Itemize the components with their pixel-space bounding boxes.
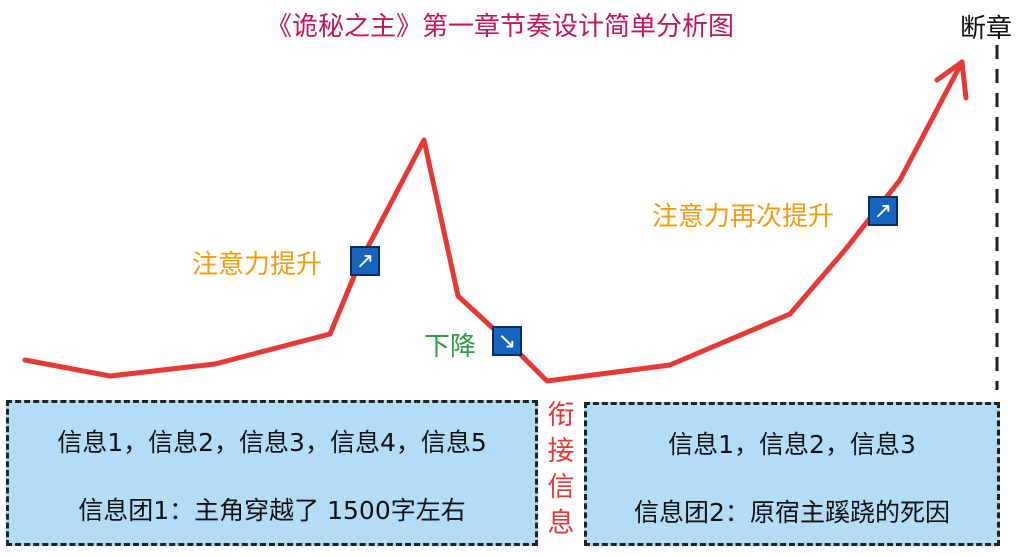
info-box-right-line1: 信息1，信息2，信息3: [668, 430, 916, 459]
attention-rise-again-label: 注意力再次提升: [652, 202, 835, 232]
connector-label: 衔 接 信 息: [546, 398, 576, 542]
info-box-left-line1: 信息1，信息2，信息3，信息4，信息5: [57, 428, 487, 457]
north-east-arrow-icon: ↗: [868, 196, 898, 226]
info-box-right-line2: 信息团2：原宿主蹊跷的死因: [634, 498, 950, 527]
attention-curve-line: [22, 59, 965, 384]
curve-arrowhead: [934, 59, 969, 101]
info-box-left-line2: 信息团1：主角穿越了 1500字左右: [78, 496, 466, 525]
chapter-end-label: 断章: [960, 14, 1013, 44]
connector-char: 接: [547, 436, 575, 467]
north-east-arrow-icon: ↗: [350, 246, 380, 276]
connector-char: 衔: [547, 400, 575, 431]
connector-char: 信: [547, 472, 575, 503]
attention-rise-label: 注意力提升: [192, 250, 323, 280]
info-box-left: 信息1，信息2，信息3，信息4，信息5 信息团1：主角穿越了 1500字左右: [6, 400, 538, 546]
connector-char: 息: [547, 508, 575, 539]
south-east-arrow-icon: ↘: [492, 326, 522, 356]
info-box-right: 信息1，信息2，信息3 信息团2：原宿主蹊跷的死因: [584, 402, 1000, 546]
diagram-title: 《诡秘之主》第一章节奏设计简单分析图: [265, 12, 734, 42]
attention-drop-label: 下降: [424, 332, 477, 362]
